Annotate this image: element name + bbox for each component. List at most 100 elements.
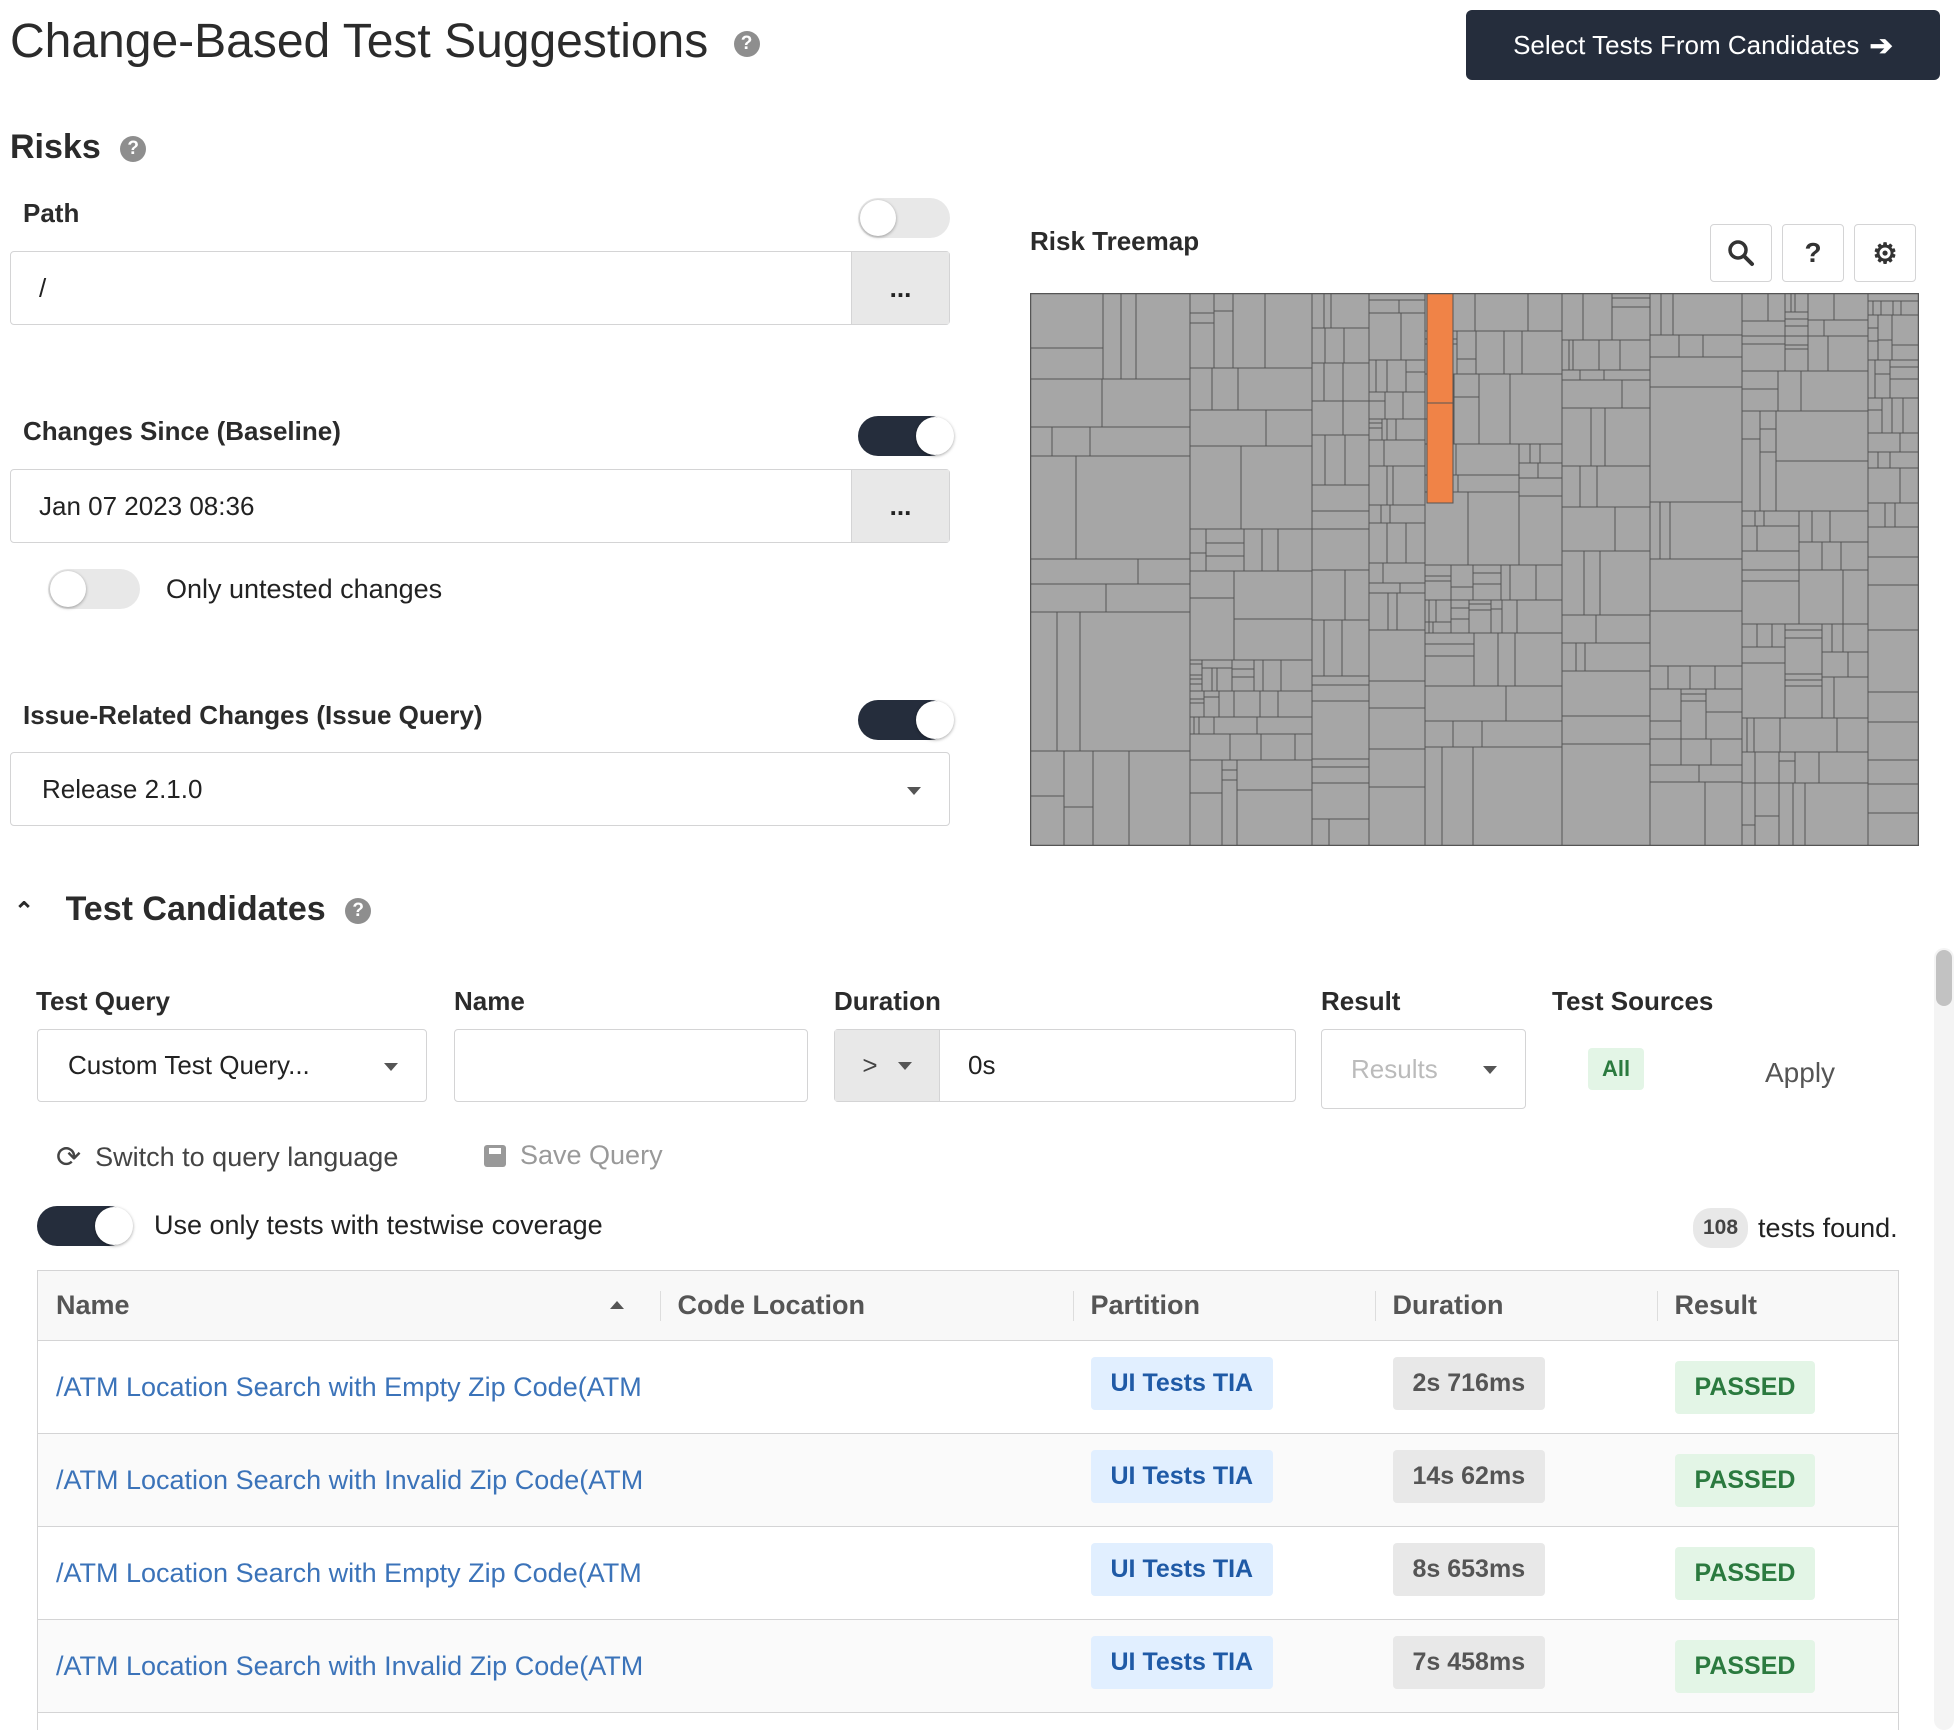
treemap-cell[interactable] xyxy=(1030,347,1104,380)
treemap-cell[interactable] xyxy=(1823,319,1869,337)
treemap-cell[interactable] xyxy=(1584,642,1651,672)
treemap-cell[interactable] xyxy=(1102,293,1122,380)
treemap-cell[interactable] xyxy=(1867,584,1919,631)
treemap-cell[interactable] xyxy=(1120,293,1137,380)
untested-toggle[interactable] xyxy=(48,569,140,609)
treemap-cell[interactable] xyxy=(1478,373,1511,445)
treemap-cell[interactable] xyxy=(1368,359,1377,393)
treemap-cell[interactable] xyxy=(1705,711,1743,740)
treemap-cell[interactable] xyxy=(1368,427,1383,441)
treemap-cell[interactable] xyxy=(1561,715,1651,745)
path-browse-button[interactable]: ... xyxy=(851,252,949,324)
treemap-cell[interactable] xyxy=(1867,629,1919,693)
treemap-cell[interactable] xyxy=(1891,397,1904,434)
treemap-cell[interactable] xyxy=(1472,572,1502,585)
treemap-cell[interactable] xyxy=(1527,293,1563,332)
treemap-cell[interactable] xyxy=(1778,782,1794,846)
treemap-cell[interactable] xyxy=(1311,327,1326,364)
treemap-cell[interactable] xyxy=(1867,691,1919,723)
treemap-risk-cell[interactable] xyxy=(1426,293,1454,404)
treemap-cell[interactable] xyxy=(1424,720,1454,748)
result-filter-select[interactable]: Results xyxy=(1321,1029,1526,1109)
treemap-cell[interactable] xyxy=(1874,359,1891,375)
risk-treemap[interactable] xyxy=(1030,293,1919,846)
table-row[interactable]: /ATM Location Search with Empty Zip Code… xyxy=(37,1526,1899,1620)
treemap-cell[interactable] xyxy=(1368,299,1400,314)
treemap-cell[interactable] xyxy=(1311,400,1344,436)
treemap-cell[interactable] xyxy=(1311,818,1330,846)
column-header-name[interactable]: Name xyxy=(37,1270,660,1341)
treemap-cell[interactable] xyxy=(1203,696,1220,718)
treemap-cell[interactable] xyxy=(1867,432,1901,453)
treemap-cell[interactable] xyxy=(1867,451,1879,469)
treemap-cell[interactable] xyxy=(1649,781,1706,846)
treemap-cell[interactable] xyxy=(1501,599,1518,634)
treemap-cell[interactable] xyxy=(1231,676,1255,692)
treemap-cell[interactable] xyxy=(1468,609,1492,634)
treemap-cell[interactable] xyxy=(1398,299,1426,314)
treemap-cell[interactable] xyxy=(1205,528,1245,544)
table-row[interactable]: /ATM Location Search with Invalid Zip Co… xyxy=(37,1433,1899,1527)
treemap-cell[interactable] xyxy=(1253,659,1264,692)
treemap-cell[interactable] xyxy=(1771,623,1786,648)
treemap-cell[interactable] xyxy=(1424,632,1475,645)
treemap-cell[interactable] xyxy=(1561,642,1577,672)
treemap-cell[interactable] xyxy=(1741,370,1779,390)
treemap-cell[interactable] xyxy=(1453,373,1480,398)
treemap-cell[interactable] xyxy=(1833,676,1869,719)
treemap-cell[interactable] xyxy=(1590,407,1606,467)
treemap-cell[interactable] xyxy=(1847,651,1869,678)
treemap-cell[interactable] xyxy=(1368,312,1402,361)
column-header-code-location[interactable]: Code Location xyxy=(659,1270,1073,1341)
treemap-cell[interactable] xyxy=(1189,409,1267,447)
treemap-cell[interactable] xyxy=(1311,619,1325,677)
treemap-cell[interactable] xyxy=(1277,528,1313,572)
treemap-cell[interactable] xyxy=(1311,700,1370,760)
treemap-cell[interactable] xyxy=(1189,293,1215,314)
treemap-cell[interactable] xyxy=(1811,510,1831,543)
treemap-cell[interactable] xyxy=(1741,580,1800,625)
treemap-cell[interactable] xyxy=(1189,570,1235,599)
treemap-cell[interactable] xyxy=(1505,685,1563,722)
treemap-cell[interactable] xyxy=(1259,690,1279,718)
treemap-cell[interactable] xyxy=(1229,733,1262,761)
issue-toggle[interactable] xyxy=(858,700,954,740)
treemap-cell[interactable] xyxy=(1368,400,1386,420)
treemap-cell[interactable] xyxy=(1741,569,1800,582)
treemap-cell[interactable] xyxy=(1867,359,1876,399)
treemap-cell[interactable] xyxy=(1784,318,1809,327)
treemap-cell[interactable] xyxy=(1877,314,1893,341)
treemap-cell[interactable] xyxy=(1741,438,1761,512)
issue-query-select[interactable]: Release 2.1.0 xyxy=(10,752,950,826)
treemap-cell[interactable] xyxy=(1842,623,1869,653)
treemap-cell[interactable] xyxy=(1368,592,1389,631)
treemap-cell[interactable] xyxy=(1840,541,1869,571)
treemap-cell[interactable] xyxy=(1262,659,1282,692)
treemap-cell[interactable] xyxy=(1368,629,1426,682)
treemap-cell[interactable] xyxy=(1509,564,1537,601)
treemap-cell[interactable] xyxy=(1472,746,1563,846)
treemap-cell[interactable] xyxy=(1669,501,1743,560)
treemap-cell[interactable] xyxy=(1763,510,1800,527)
treemap-cell[interactable] xyxy=(1798,569,1844,625)
treemap-cell[interactable] xyxy=(1386,359,1407,393)
treemap-cell[interactable] xyxy=(1790,293,1796,313)
treemap-cell[interactable] xyxy=(1583,550,1601,616)
treemap-cell[interactable] xyxy=(1189,678,1203,685)
duration-filter[interactable]: > 0s xyxy=(834,1029,1296,1102)
treemap-cell[interactable] xyxy=(1450,564,1474,588)
duration-operator-select[interactable]: > xyxy=(835,1030,940,1101)
treemap-cell[interactable] xyxy=(1368,391,1386,402)
treemap-cell[interactable] xyxy=(1381,418,1388,441)
treemap-cell[interactable] xyxy=(1818,751,1869,784)
treemap-cell[interactable] xyxy=(1561,293,1584,341)
treemap-cell[interactable] xyxy=(1231,668,1255,678)
cell-name[interactable]: /ATM Location Search with Invalid Zip Co… xyxy=(37,1619,660,1713)
treemap-cell[interactable] xyxy=(1213,293,1234,312)
treemap-cell[interactable] xyxy=(1756,525,1800,552)
treemap-cell[interactable] xyxy=(1311,758,1370,768)
scrollbar-thumb[interactable] xyxy=(1936,950,1952,1006)
treemap-cell[interactable] xyxy=(1702,334,1743,358)
treemap-cell[interactable] xyxy=(1344,569,1370,621)
treemap-cell[interactable] xyxy=(1784,679,1823,687)
